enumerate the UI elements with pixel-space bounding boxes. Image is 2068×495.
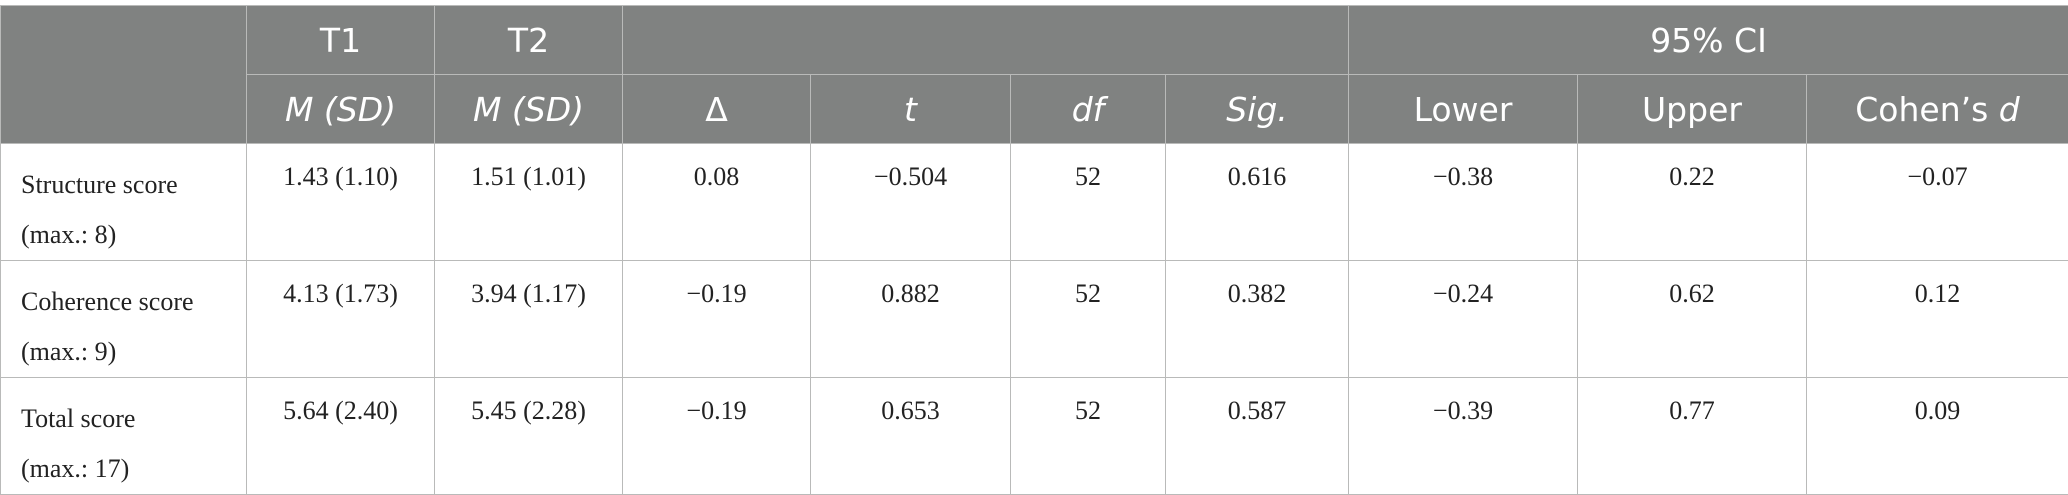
cell-t2: 3.94 (1.17)	[435, 261, 623, 378]
cell-t1: 4.13 (1.73)	[247, 261, 435, 378]
header-row-columns: M (SD) M (SD) Δ t df Sig. Lower Upper Co…	[1, 75, 2068, 144]
cell-delta: −0.19	[623, 378, 811, 495]
cell-df: 52	[1011, 144, 1166, 261]
results-table: T1 T2 95% CI M (SD) M (SD) Δ t df Sig. L…	[0, 5, 2068, 495]
header-group-blank	[623, 6, 1349, 75]
cell-upper: 0.22	[1578, 144, 1807, 261]
cell-sig: 0.382	[1166, 261, 1349, 378]
table-row: Coherence score(max.: 9) 4.13 (1.73) 3.9…	[1, 261, 2068, 378]
cell-t: 0.882	[811, 261, 1011, 378]
row-label-line1: Structure score	[21, 160, 246, 210]
cell-lower: −0.38	[1349, 144, 1578, 261]
cell-cohens-d: −0.07	[1807, 144, 2068, 261]
header-t1: T1	[247, 6, 435, 75]
cell-t: −0.504	[811, 144, 1011, 261]
header-row-groups: T1 T2 95% CI	[1, 6, 2068, 75]
table-body: Structure score(max.: 8) 1.43 (1.10) 1.5…	[1, 144, 2068, 495]
col-cohens-d-prefix: Cohen’s	[1855, 90, 1999, 129]
cell-cohens-d: 0.12	[1807, 261, 2068, 378]
cell-upper: 0.62	[1578, 261, 1807, 378]
cell-delta: −0.19	[623, 261, 811, 378]
row-label: Structure score(max.: 8)	[1, 144, 247, 261]
col-upper: Upper	[1578, 75, 1807, 144]
cell-upper: 0.77	[1578, 378, 1807, 495]
cell-t1: 1.43 (1.10)	[247, 144, 435, 261]
cell-df: 52	[1011, 378, 1166, 495]
col-lower: Lower	[1349, 75, 1578, 144]
cell-t2: 1.51 (1.01)	[435, 144, 623, 261]
row-label: Coherence score(max.: 9)	[1, 261, 247, 378]
cell-sig: 0.587	[1166, 378, 1349, 495]
cell-t1: 5.64 (2.40)	[247, 378, 435, 495]
row-label-line2: (max.: 8)	[21, 210, 246, 260]
col-delta: Δ	[623, 75, 811, 144]
cell-t2: 5.45 (2.28)	[435, 378, 623, 495]
table-header: T1 T2 95% CI M (SD) M (SD) Δ t df Sig. L…	[1, 6, 2068, 144]
row-label-line2: (max.: 9)	[21, 327, 246, 377]
table-row: Total score(max.: 17) 5.64 (2.40) 5.45 (…	[1, 378, 2068, 495]
col-cohens-d: Cohen’s d	[1807, 75, 2068, 144]
col-t: t	[811, 75, 1011, 144]
col-t1-msd: M (SD)	[247, 75, 435, 144]
row-label-line1: Total score	[21, 394, 246, 444]
row-label-line2: (max.: 17)	[21, 444, 246, 494]
cell-lower: −0.24	[1349, 261, 1578, 378]
results-table-container: T1 T2 95% CI M (SD) M (SD) Δ t df Sig. L…	[0, 5, 2068, 495]
col-cohens-d-symbol: d	[1999, 90, 2020, 129]
col-df: df	[1011, 75, 1166, 144]
row-label: Total score(max.: 17)	[1, 378, 247, 495]
cell-t: 0.653	[811, 378, 1011, 495]
col-t2-msd: M (SD)	[435, 75, 623, 144]
cell-sig: 0.616	[1166, 144, 1349, 261]
header-ci: 95% CI	[1349, 6, 2068, 75]
col-sig: Sig.	[1166, 75, 1349, 144]
table-row: Structure score(max.: 8) 1.43 (1.10) 1.5…	[1, 144, 2068, 261]
row-label-line1: Coherence score	[21, 277, 246, 327]
cell-lower: −0.39	[1349, 378, 1578, 495]
header-t2: T2	[435, 6, 623, 75]
header-empty-cell	[1, 6, 247, 144]
cell-df: 52	[1011, 261, 1166, 378]
cell-delta: 0.08	[623, 144, 811, 261]
cell-cohens-d: 0.09	[1807, 378, 2068, 495]
